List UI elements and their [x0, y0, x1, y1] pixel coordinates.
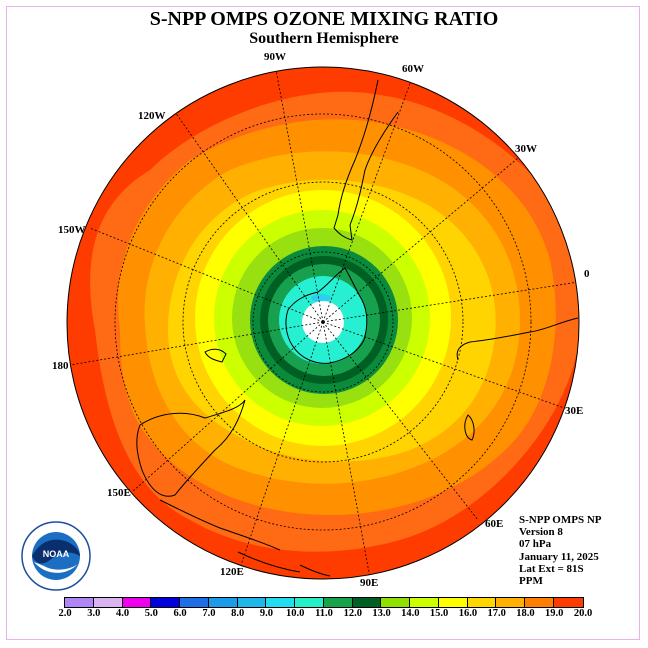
- info-date: January 11, 2025: [519, 550, 599, 563]
- color-scale-segment: [438, 598, 468, 607]
- color-scale-segment: [381, 598, 411, 607]
- color-scale-tick-label: 9.0: [259, 608, 273, 619]
- color-scale-segment: [93, 598, 123, 607]
- color-scale-segment: [180, 598, 209, 607]
- color-scale-segment: [554, 598, 583, 607]
- color-scale-segment: [352, 598, 382, 607]
- color-scale-segment: [525, 598, 555, 607]
- lon-label-180: 180: [52, 360, 69, 372]
- info-lat-ext: Lat Ext = 81S: [519, 562, 584, 575]
- color-scale-tick-label: 5.0: [144, 608, 158, 619]
- lon-label-60w: 60W: [402, 63, 424, 75]
- lon-label-30e: 30E: [565, 405, 584, 417]
- contour-8: [311, 294, 331, 302]
- map-title: S-NPP OMPS OZONE MIXING RATIO: [149, 8, 499, 30]
- info-unit: PPM: [519, 575, 543, 588]
- latitude-circles: [114, 113, 532, 531]
- color-scale-segment: [496, 598, 526, 607]
- lon-label-120e: 120E: [220, 566, 244, 578]
- color-scale-segment: [323, 598, 353, 607]
- color-scale-segment: [151, 598, 181, 607]
- map-subtitle: Southern Hemisphere: [249, 30, 399, 47]
- color-scale-tick-label: 20.0: [573, 608, 593, 619]
- lon-label-150e: 150E: [107, 487, 131, 499]
- lon-label-90e: 90E: [360, 577, 379, 589]
- color-scale-segment: [410, 598, 439, 607]
- color-scale-tick-label: 14.0: [401, 608, 420, 619]
- coastlines: [136, 79, 579, 577]
- color-scale-segment: [237, 598, 267, 607]
- info-pressure: 07 hPa: [519, 538, 552, 551]
- color-scale-tick-label: 19.0: [545, 608, 564, 619]
- color-scale-tick-label: 10.0: [286, 608, 305, 619]
- map-frame: [6, 6, 640, 640]
- color-scale-tick-label: 3.0: [87, 608, 101, 619]
- color-scale-tick-label: 18.0: [516, 608, 535, 619]
- info-version: Version 8: [519, 526, 563, 539]
- info-instrument: S-NPP OMPS NP: [519, 514, 602, 526]
- color-scale-tick-label: 2.0: [58, 608, 72, 619]
- lon-label-150w: 150W: [58, 224, 86, 236]
- color-scale-segment: [467, 598, 497, 607]
- color-scale-tick-label: 4.0: [115, 608, 130, 619]
- color-scale-tick-label: 12.0: [343, 608, 362, 619]
- map-boundary: [66, 66, 580, 580]
- color-scale-segment: [266, 598, 296, 607]
- color-scale-tick-label: 15.0: [429, 608, 449, 619]
- color-scale-segment: [65, 598, 94, 607]
- color-scale-tick-label: 17.0: [487, 608, 506, 619]
- lon-label-30w: 30W: [515, 143, 537, 155]
- color-scale-segment: [122, 598, 152, 607]
- color-scale-tick-label: 8.0: [231, 608, 245, 619]
- meridians: [69, 69, 579, 579]
- color-scale-segment: [295, 598, 324, 607]
- lon-label-0: 0: [584, 268, 590, 280]
- lon-label-90w: 90W: [264, 51, 286, 63]
- color-scale-tick-label: 13.0: [372, 608, 391, 619]
- noaa-logo: NOAA: [21, 521, 91, 591]
- color-scale-tick-label: 16.0: [458, 608, 478, 619]
- info-block: S-NPP OMPS NP Version 8 07 hPa January 1…: [519, 514, 602, 587]
- color-scale-tick-label: 7.0: [202, 608, 216, 619]
- lon-label-120w: 120W: [138, 110, 166, 122]
- color-scale-segment: [208, 598, 238, 607]
- lon-label-60e: 60E: [485, 518, 504, 530]
- color-scale-tick-label: 6.0: [173, 608, 187, 619]
- noaa-logo-text: NOAA: [43, 549, 70, 559]
- color-scale-bar: [64, 597, 584, 608]
- color-scale-tick-label: 11.0: [315, 608, 333, 619]
